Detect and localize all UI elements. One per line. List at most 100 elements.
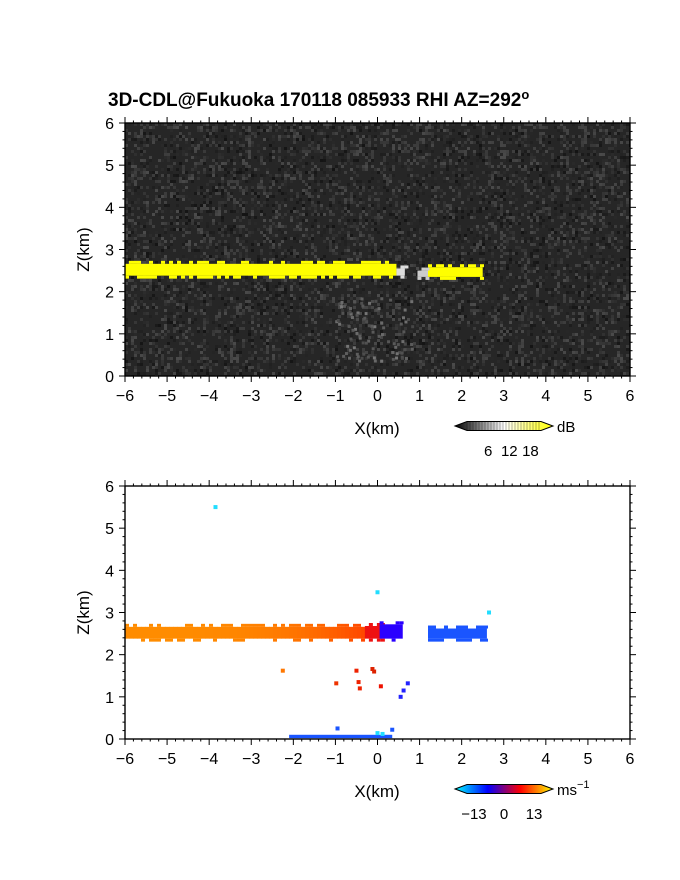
x-tick-label: −5 [158, 388, 176, 405]
velocity-cell [357, 623, 361, 627]
velocity-point [487, 610, 492, 615]
velocity-point [354, 668, 359, 673]
x-tick-label: 2 [457, 751, 466, 768]
velocity-cell [245, 623, 249, 627]
velocity-cell [241, 626, 246, 639]
y-tick-label: 5 [105, 521, 114, 538]
velocity-cell [193, 638, 197, 642]
echo-edge [273, 275, 277, 279]
echo-edge [305, 260, 309, 264]
echo-edge [400, 275, 405, 279]
echo-edge [169, 260, 173, 264]
velocity-cell [185, 626, 190, 639]
velocity-band-right [428, 628, 487, 639]
colorbar-tick-label: 18 [522, 443, 539, 460]
velocity-cell [432, 625, 436, 629]
velocity-cell [391, 638, 396, 642]
velocity-cell [157, 626, 162, 639]
echo-edge [452, 276, 456, 280]
echo-edge [141, 275, 145, 279]
plot-area [125, 486, 630, 739]
velocity-cell [353, 626, 358, 639]
velocity-cell [249, 626, 254, 639]
velocity-cell [177, 638, 181, 642]
velocity-cell [157, 638, 161, 642]
velocity-band-dark [379, 624, 403, 639]
velocity-cell [460, 625, 464, 629]
velocity-cell [125, 623, 129, 627]
velocity-cell [309, 626, 314, 639]
velocity-point [380, 731, 385, 736]
velocity-cell [309, 638, 313, 642]
x-tick-label: 1 [415, 388, 424, 405]
colorbar-tick-label: 0 [500, 806, 508, 823]
velocity-cell [265, 626, 270, 639]
velocity-cell [209, 626, 214, 639]
velocity-cell [169, 638, 173, 642]
velocity-panel: −6 −5 −4 −3 −2 −1 0 1 2 3 4 5 6 X(km) 0 1 2 3 4 5 6 Z(km) ms−1… [74, 479, 636, 823]
echo-edge [468, 264, 472, 268]
velocity-cell [440, 638, 444, 642]
velocity-cell [273, 638, 277, 642]
x-tick-label: −4 [200, 751, 218, 768]
velocity-point [334, 681, 339, 686]
velocity-cell [297, 638, 301, 642]
echo-edge [436, 264, 440, 268]
velocity-point [372, 669, 377, 674]
velocity-cell [173, 626, 178, 639]
colorbar: dB 6 12 18 [453, 419, 575, 460]
echo-edge [241, 260, 245, 264]
echo-layer-0 [125, 263, 397, 276]
velocity-cell [221, 626, 226, 639]
x-axis-label: X(km) [354, 782, 399, 801]
velocity-cell [165, 638, 169, 642]
y-axis: 0 1 2 3 4 5 6 Z(km) [74, 479, 636, 749]
velocity-point [280, 668, 285, 673]
x-tick-label: 5 [583, 751, 592, 768]
echo-edge [237, 275, 241, 279]
velocity-point [370, 667, 375, 672]
velocity-cell [432, 638, 436, 642]
echo-edge [377, 260, 381, 264]
velocity-cell [229, 623, 233, 627]
velocity-cell [460, 638, 464, 642]
velocity-cell [317, 626, 322, 639]
velocity-cell [325, 626, 330, 639]
echo-edge [225, 275, 229, 279]
x-tick-label: −1 [326, 751, 344, 768]
echo-edge [365, 260, 369, 264]
echo-edge [389, 275, 393, 279]
ground-clutter [289, 734, 393, 739]
echo-edge [137, 275, 141, 279]
velocity-cell [399, 621, 404, 625]
echo-edge [341, 260, 345, 264]
colorbar-unit: dB [557, 419, 575, 436]
x-tick-label: −6 [116, 751, 134, 768]
velocity-point [357, 686, 362, 691]
echo-edge [305, 275, 309, 279]
velocity-cell [368, 622, 373, 626]
x-tick-label: 2 [457, 388, 466, 405]
echo-edge [201, 260, 205, 264]
velocity-cell [217, 626, 222, 639]
echo-layer-3 [417, 270, 428, 277]
velocity-point [335, 726, 340, 731]
echo-edge [133, 260, 137, 264]
velocity-cell [257, 626, 262, 639]
x-tick-label: 3 [499, 751, 508, 768]
echo-edge [448, 264, 452, 268]
echo-edge [269, 275, 273, 279]
velocity-cell [249, 623, 253, 627]
echo-edge [333, 260, 337, 264]
velocity-cell [137, 626, 142, 639]
velocity-cell [213, 626, 218, 639]
velocity-cell [293, 638, 297, 642]
velocity-cell [205, 626, 210, 639]
plot-background [125, 486, 630, 739]
velocity-cell [428, 625, 432, 629]
velocity-cell [201, 623, 205, 627]
velocity-cell [309, 623, 313, 627]
x-tick-label: −1 [326, 388, 344, 405]
